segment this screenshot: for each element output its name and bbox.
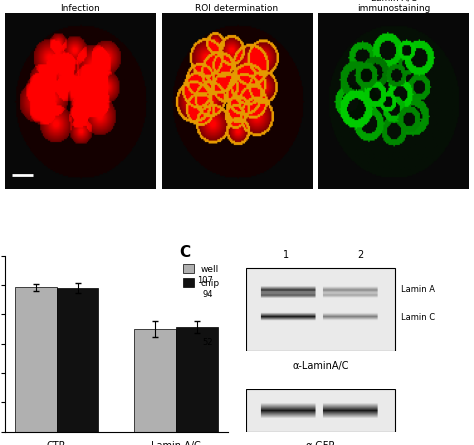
Bar — [176, 327, 218, 432]
Bar — [246, 268, 395, 351]
Text: 1: 1 — [283, 250, 289, 260]
Text: 2: 2 — [357, 250, 364, 260]
Text: 107: 107 — [197, 276, 213, 285]
Bar — [15, 287, 57, 432]
Bar — [134, 329, 176, 432]
Text: Lamin A: Lamin A — [401, 285, 435, 294]
Text: α-GFP: α-GFP — [306, 441, 335, 445]
Text: 94: 94 — [203, 290, 213, 299]
Legend: well, chip: well, chip — [179, 260, 224, 291]
Bar — [246, 388, 395, 432]
Title: Infection: Infection — [60, 4, 100, 12]
Text: α-LaminA/C: α-LaminA/C — [292, 360, 348, 371]
Title: Lamin A/C
immunostaining: Lamin A/C immunostaining — [357, 0, 430, 12]
Text: Lamin C: Lamin C — [401, 313, 435, 322]
Bar — [57, 288, 99, 432]
Title: ROI determination: ROI determination — [195, 4, 279, 12]
Text: 52: 52 — [203, 338, 213, 347]
Text: C: C — [179, 244, 190, 259]
